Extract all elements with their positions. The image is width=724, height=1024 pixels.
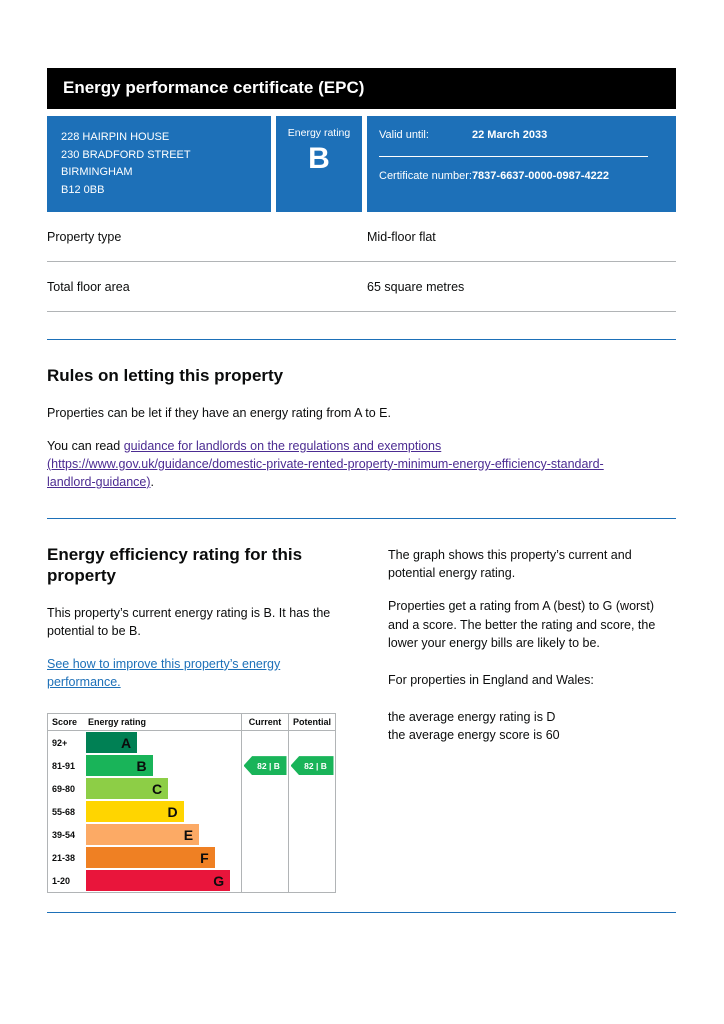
band-letter: E	[183, 826, 194, 843]
band-bar-e: E	[86, 824, 200, 846]
band-row-f: 21-38 F	[48, 846, 335, 870]
certificate-title-banner: Energy performance certificate (EPC)	[47, 68, 676, 109]
band-score: 92+	[52, 737, 68, 748]
property-type-label: Property type	[47, 230, 122, 245]
band-score: 55-68	[52, 806, 76, 817]
band-bar-g: G	[86, 870, 231, 892]
england-wales-text: For properties in England and Wales:	[388, 672, 594, 687]
address-line: BIRMINGHAM	[61, 166, 133, 179]
address-line: 230 BRADFORD STREET	[61, 148, 191, 161]
band-letter: F	[200, 849, 209, 866]
potential-rating-text: 82 | B	[304, 760, 327, 771]
floor-area-label: Total floor area	[47, 280, 130, 295]
efficiency-section: Energy efficiency rating for this proper…	[47, 544, 676, 894]
chart-col-score: Score	[52, 717, 78, 728]
property-type-row: Property type Mid-floor flat	[47, 212, 676, 263]
chart-col-current: Current	[241, 714, 288, 731]
band-bar-a: A	[86, 732, 138, 754]
property-type-value: Mid-floor flat	[367, 230, 436, 245]
epc-rating-chart: Score Energy rating Current Potential 92…	[47, 713, 336, 894]
current-rating-text: 82 | B	[257, 760, 280, 771]
band-letter: C	[152, 780, 163, 797]
band-row-b: 81-91 B 82 | B 82 | B	[48, 754, 335, 778]
band-bar-f: F	[86, 847, 215, 869]
band-letter: D	[167, 803, 178, 820]
band-letter: B	[136, 757, 147, 774]
summary-panel: 228 HAIRPIN HOUSE 230 BRADFORD STREET BI…	[47, 116, 676, 213]
band-row-e: 39-54 E	[48, 823, 335, 847]
band-score: 39-54	[52, 829, 76, 840]
efficiency-current-text: This property’s current energy rating is…	[47, 605, 331, 638]
improve-link-paragraph: See how to improve this property’s energ…	[47, 655, 347, 691]
section-divider	[47, 518, 676, 520]
floor-area-value: 65 square metres	[367, 280, 465, 295]
energy-rating-label: Energy rating	[287, 127, 351, 139]
chart-col-potential: Potential	[288, 714, 335, 731]
chart-col-energy-rating: Energy rating	[88, 717, 147, 728]
address-line: B12 0BB	[61, 183, 105, 196]
band-row-c: 69-80 C	[48, 777, 335, 801]
efficiency-heading: Energy efficiency rating for this proper…	[47, 545, 303, 586]
valid-until-label: Valid until:	[379, 129, 429, 141]
band-bar-c: C	[86, 778, 169, 800]
current-rating-marker: 82 | B	[243, 756, 287, 776]
section-divider	[47, 339, 676, 341]
rating-explainer-text: Properties get a rating from A (best) to…	[388, 599, 656, 650]
average-rating-text: the average energy rating is D	[388, 709, 556, 724]
letting-guidance-paragraph: You can read guidance for landlords on t…	[47, 437, 647, 491]
letting-read-suffix: .	[150, 475, 155, 489]
chart-header-row: Score Energy rating Current Potential	[48, 714, 335, 732]
band-score: 21-38	[52, 852, 76, 863]
band-letter: G	[213, 872, 225, 889]
page-title: Energy performance certificate (EPC)	[63, 78, 365, 97]
epc-certificate-page: Energy performance certificate (EPC) 228…	[47, 68, 676, 914]
potential-rating-marker: 82 | B	[290, 756, 334, 776]
letting-heading: Rules on letting this property	[47, 366, 284, 386]
average-score-text: the average energy score is 60	[388, 728, 560, 742]
band-score: 69-80	[52, 783, 76, 794]
validity-box: Valid until: 22 March 2033 Certificate n…	[367, 116, 676, 213]
floor-area-row: Total floor area 65 square metres	[47, 262, 676, 313]
valid-until-row: Valid until: 22 March 2033	[379, 129, 648, 157]
improve-performance-link[interactable]: See how to improve this property’s energ…	[47, 656, 281, 689]
certificate-number-value: 7837-6637-0000-0987-4222	[471, 170, 609, 182]
energy-rating-value: B	[308, 142, 330, 175]
band-row-g: 1-20 G	[48, 869, 335, 893]
band-score: 1-20	[52, 875, 71, 886]
band-bar-d: D	[86, 801, 184, 823]
property-address: 228 HAIRPIN HOUSE 230 BRADFORD STREET BI…	[47, 116, 271, 213]
band-bar-b: B	[86, 755, 153, 777]
letting-read-prefix: You can read	[47, 438, 124, 453]
certificate-number-label: Certificate number:	[379, 170, 472, 182]
graph-intro-text: The graph shows this property’s current …	[388, 548, 632, 581]
band-row-d: 55-68 D	[48, 800, 335, 824]
band-row-a: 92+ A	[48, 731, 335, 755]
certificate-number-row: Certificate number:7837-6637-0000-0987-4…	[379, 157, 662, 182]
valid-until-value: 22 March 2033	[472, 129, 548, 141]
efficiency-left-column: Energy efficiency rating for this proper…	[47, 544, 347, 894]
letting-intro: Properties can be let if they have an en…	[47, 405, 391, 420]
band-letter: A	[121, 734, 132, 751]
efficiency-right-column: The graph shows this property’s current …	[388, 544, 676, 893]
landlord-guidance-link[interactable]: guidance for landlords on the regulation…	[47, 438, 604, 489]
section-divider	[47, 912, 676, 914]
energy-rating-box: Energy rating B	[276, 116, 362, 213]
address-line: 228 HAIRPIN HOUSE	[61, 131, 170, 143]
band-score: 81-91	[52, 760, 76, 771]
